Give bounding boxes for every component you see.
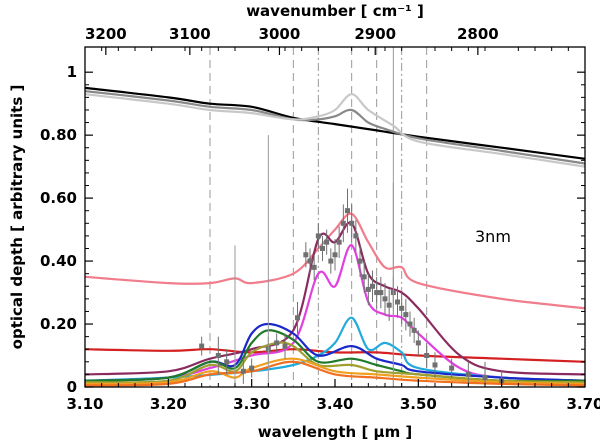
- top-axis: 3200 3100 3000 2900 2800: [85, 25, 499, 55]
- series-line-12: [84, 360, 586, 387]
- observed-point-9: [303, 252, 309, 258]
- top-tick-label-3: 2900: [354, 25, 396, 43]
- y-tick-label-1: 0.20: [40, 315, 77, 333]
- y-tick-label-4: 0.80: [40, 126, 77, 144]
- observed-point-31: [395, 299, 400, 305]
- annotation-3nm: 3nm: [475, 227, 511, 246]
- top-tick-label-2: 3000: [259, 25, 301, 43]
- y-tick-label-0: 0: [67, 378, 77, 396]
- observed-point-32: [399, 305, 405, 311]
- series-line-3: [84, 212, 586, 310]
- series-line-2: [84, 93, 586, 168]
- x-tick-label-1: 3.20: [150, 395, 187, 413]
- series-line-4: [84, 348, 586, 363]
- plot-frame: [84, 46, 586, 388]
- observed-point-24: [365, 286, 371, 292]
- series-line-0: [84, 86, 586, 160]
- observed-point-16: [332, 252, 338, 258]
- x-tick-label-4: 3.50: [400, 395, 437, 413]
- x-axis-label: wavelength [ μm ]: [258, 423, 413, 441]
- observed-point-36: [415, 340, 421, 346]
- observed-point-7: [282, 343, 288, 349]
- top-axis-label: wavenumber [ cm⁻¹ ]: [246, 2, 424, 20]
- observed-point-39: [449, 365, 455, 371]
- observed-point-41: [482, 375, 488, 381]
- observed-point-6: [274, 340, 280, 346]
- top-tick-label-4: 2800: [457, 25, 499, 43]
- top-tick-label-1: 3100: [169, 25, 211, 43]
- series-line-10: [84, 341, 586, 384]
- observed-point-15: [328, 258, 334, 264]
- series-line-11: [84, 357, 586, 385]
- observed-point-40: [465, 371, 471, 377]
- observed-point-10: [307, 258, 313, 264]
- observed-point-34: [407, 321, 413, 327]
- observed-point-20: [349, 220, 355, 226]
- x-tick-label-0: 3.10: [66, 395, 103, 413]
- observed-point-22: [357, 258, 363, 264]
- observed-point-29: [386, 302, 392, 308]
- observed-point-25: [370, 283, 375, 289]
- observed-point-3: [240, 368, 246, 374]
- y-tick-label-2: 0.40: [40, 252, 77, 270]
- observed-point-27: [378, 290, 384, 296]
- observed-point-33: [403, 312, 409, 318]
- observed-point-37: [424, 353, 430, 359]
- x-tick-label-5: 3.60: [483, 395, 520, 413]
- x-axis: 3.10 3.20 3.30 3.40 3.50 3.60 3.70: [66, 47, 600, 413]
- observed-point-14: [324, 239, 330, 245]
- observed-point-17: [336, 239, 342, 245]
- observed-point-4: [249, 365, 255, 371]
- observed-point-35: [411, 327, 417, 333]
- y-tick-label-5: 1: [67, 63, 77, 81]
- observed-point-12: [315, 233, 321, 239]
- observed-point-11: [311, 264, 317, 270]
- x-tick-label-3: 3.40: [316, 395, 353, 413]
- top-tick-label-0: 3200: [85, 25, 127, 43]
- x-tick-label-2: 3.30: [233, 395, 270, 413]
- observed-point-1: [215, 353, 221, 359]
- observed-point-19: [345, 208, 350, 214]
- observed-point-26: [374, 290, 380, 296]
- y-axis: 0 0.20 0.40 0.60 0.80 1: [40, 63, 585, 396]
- observed-point-38: [432, 362, 438, 368]
- observed-point-21: [353, 233, 359, 239]
- series-line-1: [84, 90, 586, 165]
- observed-point-23: [361, 274, 367, 280]
- x-tick-label-6: 3.70: [566, 395, 600, 413]
- observed-point-2: [224, 359, 230, 365]
- reference-lines: [209, 47, 428, 387]
- y-axis-label: optical depth [ arbitrary units ]: [8, 85, 26, 350]
- observed-point-13: [320, 245, 325, 251]
- observed-point-18: [340, 220, 346, 226]
- observed-point-0: [199, 343, 205, 349]
- observed-point-8: [295, 315, 300, 321]
- y-tick-label-3: 0.60: [40, 189, 77, 207]
- observed-point-28: [382, 296, 388, 302]
